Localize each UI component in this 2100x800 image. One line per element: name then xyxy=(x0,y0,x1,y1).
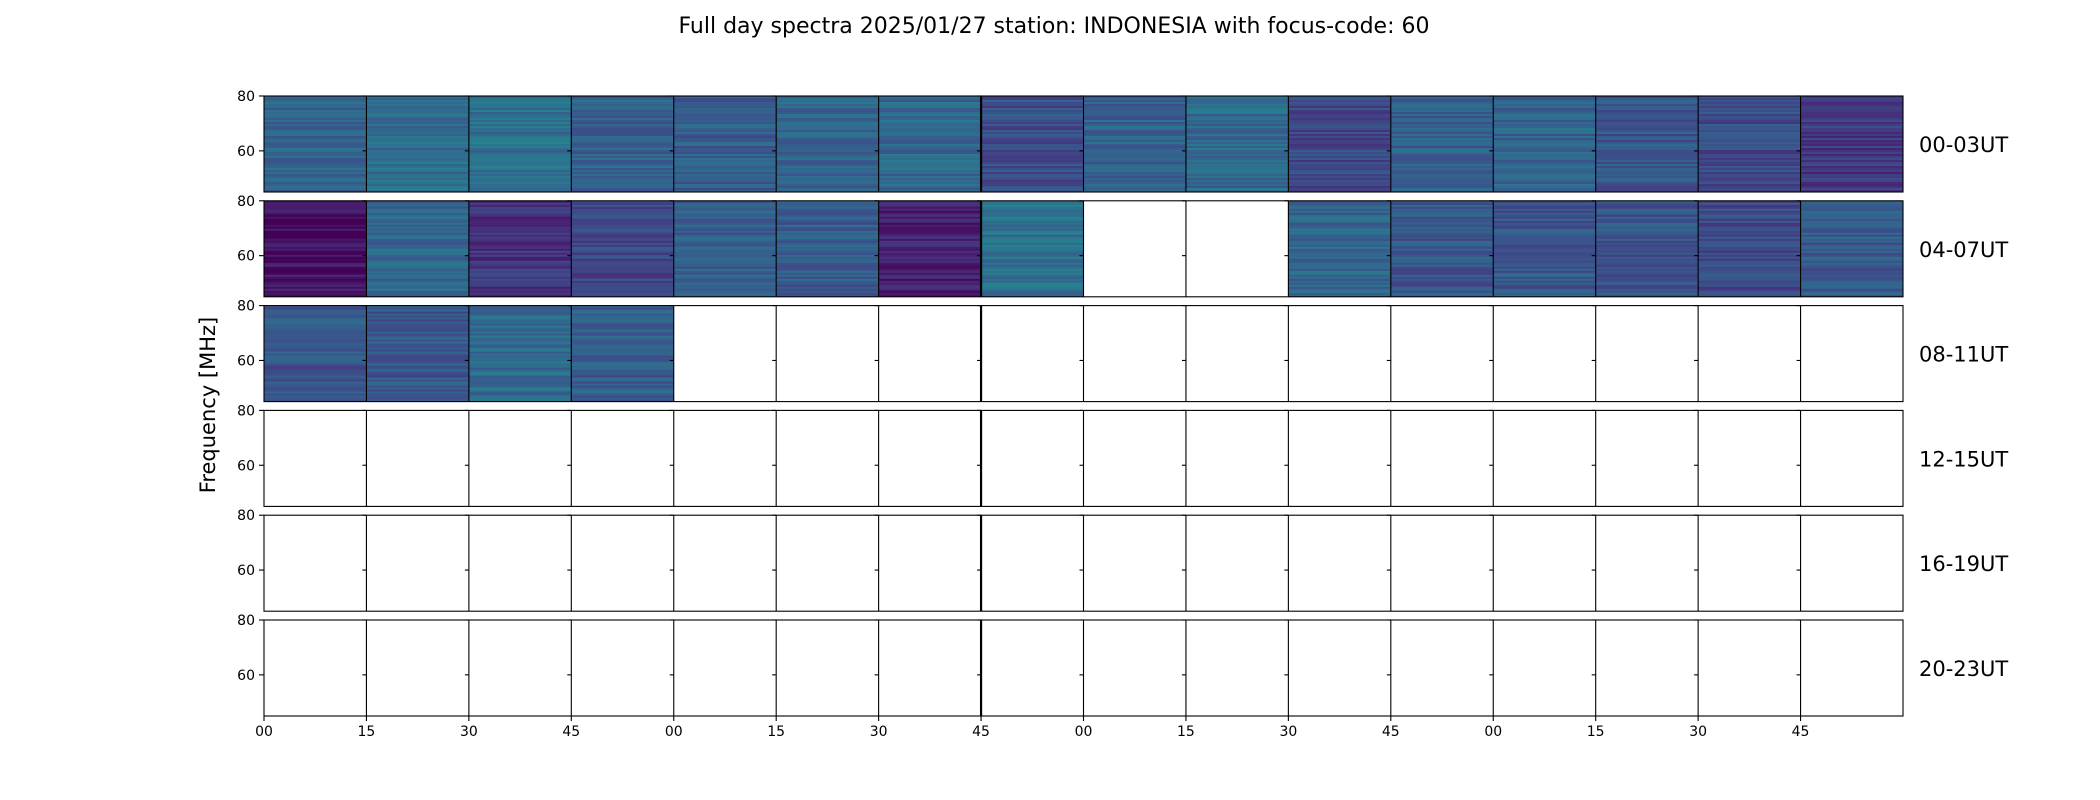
x-tick-label: 00 xyxy=(665,724,683,740)
spectrum-cell xyxy=(264,305,367,402)
spectrum-cell xyxy=(1185,96,1289,192)
x-tick-label: 30 xyxy=(1279,724,1297,740)
row-label: 20-23UT xyxy=(1919,657,2008,681)
spectrum-cell xyxy=(1698,200,1801,297)
row-label: 08-11UT xyxy=(1919,343,2008,367)
spectrum-cell xyxy=(1288,96,1391,192)
spectrum-cell xyxy=(776,96,879,192)
chart-title: Full day spectra 2025/01/27 station: IND… xyxy=(678,14,1429,39)
y-tick-label: 80 xyxy=(237,403,255,419)
spectrum-cell xyxy=(981,200,1084,297)
x-axis-ticks: 00 15 30 45 00 15 30 45 00 15 30 45 00 15 30 45 xyxy=(255,716,1809,740)
spectrum-cell xyxy=(366,305,469,402)
y-tick-label: 80 xyxy=(237,194,255,210)
y-tick-label: 80 xyxy=(237,508,255,524)
x-tick-label: 30 xyxy=(1689,724,1707,740)
row-label: 16-19UT xyxy=(1919,552,2008,576)
spectrum-cell xyxy=(1083,96,1186,192)
x-tick-label: 30 xyxy=(870,724,888,740)
x-tick-label: 15 xyxy=(1587,724,1605,740)
y-tick-label: 80 xyxy=(237,89,255,105)
y-tick-label: 60 xyxy=(237,458,255,474)
y-tick-label: 60 xyxy=(237,353,255,369)
spectrum-cell xyxy=(571,96,674,192)
x-tick-label: 15 xyxy=(358,724,376,740)
spectrum-cell xyxy=(264,96,367,192)
spectrum-cell xyxy=(366,96,469,192)
panel-frame xyxy=(263,305,1904,403)
x-tick-label: 30 xyxy=(460,724,478,740)
x-tick-label: 45 xyxy=(1792,724,1810,740)
spectrum-cell xyxy=(1595,200,1699,297)
y-tick-label: 80 xyxy=(237,613,255,629)
panel-04-07UT: 80 60 04-07UT xyxy=(237,194,2008,298)
spectrum-cell xyxy=(878,96,982,192)
spectrum-cell xyxy=(1595,96,1699,192)
panel-frame xyxy=(263,95,1904,193)
panel-frame xyxy=(263,200,1904,298)
y-tick-label: 60 xyxy=(237,249,255,265)
y-tick-label: 80 xyxy=(237,299,255,315)
spectrum-cell xyxy=(571,305,674,402)
spectrum-cell xyxy=(1390,96,1494,192)
x-tick-label: 15 xyxy=(1177,724,1195,740)
spectrum-cell xyxy=(1800,96,1903,192)
x-tick-label: 00 xyxy=(1484,724,1502,740)
x-tick-label: 00 xyxy=(255,724,273,740)
x-tick-label: 00 xyxy=(1075,724,1093,740)
panel-12-15UT: 80 60 12-15UT xyxy=(237,403,2008,507)
row-label: 00-03UT xyxy=(1919,133,2008,157)
spectrum-cell xyxy=(468,96,572,192)
spectrum-cell xyxy=(1390,200,1494,297)
x-tick-label: 45 xyxy=(1382,724,1400,740)
spectrum-cell xyxy=(264,200,367,297)
spectrum-cell xyxy=(1698,96,1801,192)
panel-frame xyxy=(263,514,1904,612)
panel-frame xyxy=(263,409,1904,507)
y-tick-label: 60 xyxy=(237,563,255,579)
x-tick-label: 45 xyxy=(972,724,990,740)
spectra-panels: 80 60 00-03UT 80 60 04-07UT 80 60 08-11UT 80 60 12-… xyxy=(237,89,2008,717)
spectrum-cell xyxy=(1800,200,1903,297)
spectrum-cell xyxy=(673,96,777,192)
y-tick-label: 60 xyxy=(237,668,255,684)
panel-16-19UT: 80 60 16-19UT xyxy=(237,508,2008,612)
panel-08-11UT: 80 60 08-11UT xyxy=(237,299,2008,403)
spectrum-cell xyxy=(981,96,1084,192)
spectrum-cell xyxy=(468,305,572,402)
panel-00-03UT: 80 60 00-03UT xyxy=(237,89,2008,193)
spectrum-cell xyxy=(673,200,777,297)
spectrum-cell xyxy=(1288,200,1391,297)
spectrum-cell xyxy=(571,200,674,297)
panel-20-23UT: 80 60 20-23UT xyxy=(237,613,2008,717)
row-label: 12-15UT xyxy=(1919,447,2008,471)
spectrum-cell xyxy=(1493,96,1596,192)
spectrum-cell xyxy=(878,200,982,297)
spectrum-cell xyxy=(468,200,572,297)
x-tick-label: 45 xyxy=(562,724,580,740)
spectrum-cell xyxy=(1493,200,1596,297)
spectrum-cell xyxy=(366,200,469,297)
spectrum-cell xyxy=(776,200,879,297)
y-axis-label: Frequency [MHz] xyxy=(196,317,220,493)
row-label: 04-07UT xyxy=(1919,238,2008,262)
x-tick-label: 15 xyxy=(767,724,785,740)
y-tick-label: 60 xyxy=(237,144,255,160)
